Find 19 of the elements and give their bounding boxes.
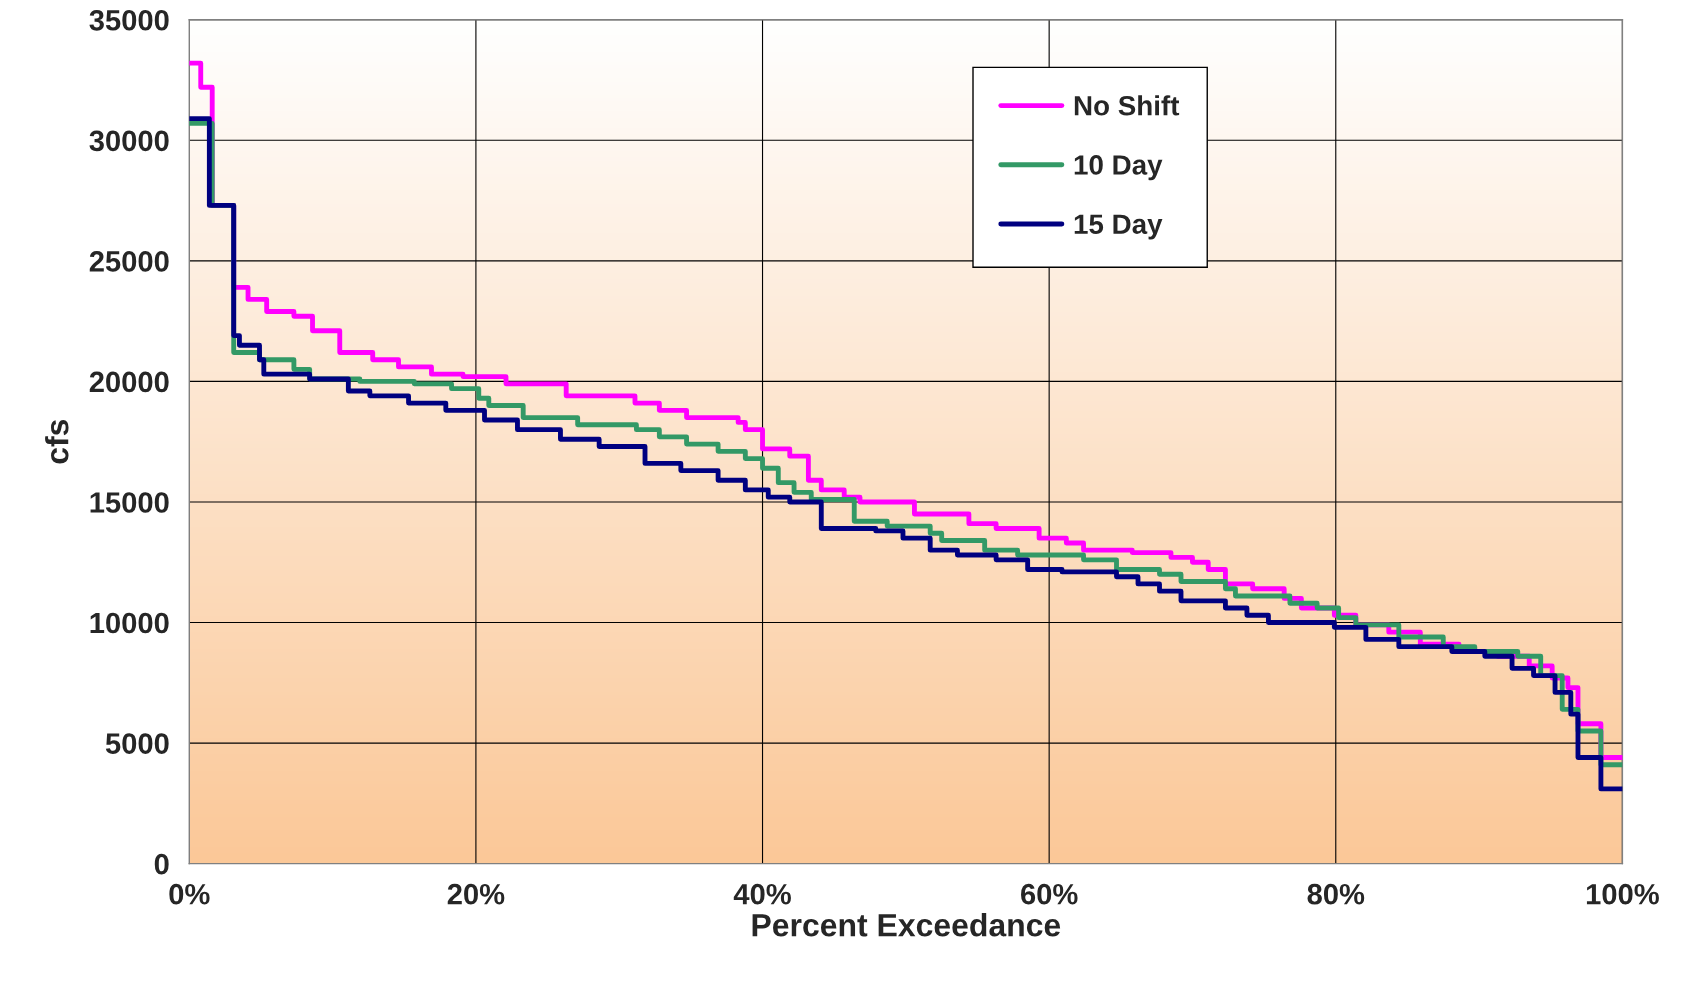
- x-tick-label: 40%: [733, 883, 791, 905]
- legend-label: 10 Day: [1074, 155, 1163, 181]
- x-tick-label: 20%: [447, 883, 505, 905]
- x-tick-label: 100%: [1586, 883, 1659, 905]
- y-tick-label: 35000: [89, 9, 169, 31]
- y-tick-label: 0: [154, 853, 169, 875]
- x-axis-title: Percent Exceedance: [752, 913, 1061, 937]
- x-tick-label: 0%: [169, 883, 210, 905]
- y-tick-label: 5000: [105, 733, 169, 754]
- y-tick-label: 25000: [89, 251, 169, 272]
- x-tick-label: 80%: [1307, 883, 1365, 905]
- y-tick-label: 30000: [89, 130, 169, 152]
- y-axis-title: cfs: [45, 419, 69, 464]
- y-tick-label: 15000: [90, 492, 169, 513]
- legend-label: 15 Day: [1074, 214, 1163, 240]
- y-tick-label: 20000: [89, 371, 169, 393]
- x-tick-label: 60%: [1021, 883, 1078, 905]
- y-tick-label: 10000: [90, 612, 169, 634]
- legend-label: No Shift: [1074, 95, 1180, 116]
